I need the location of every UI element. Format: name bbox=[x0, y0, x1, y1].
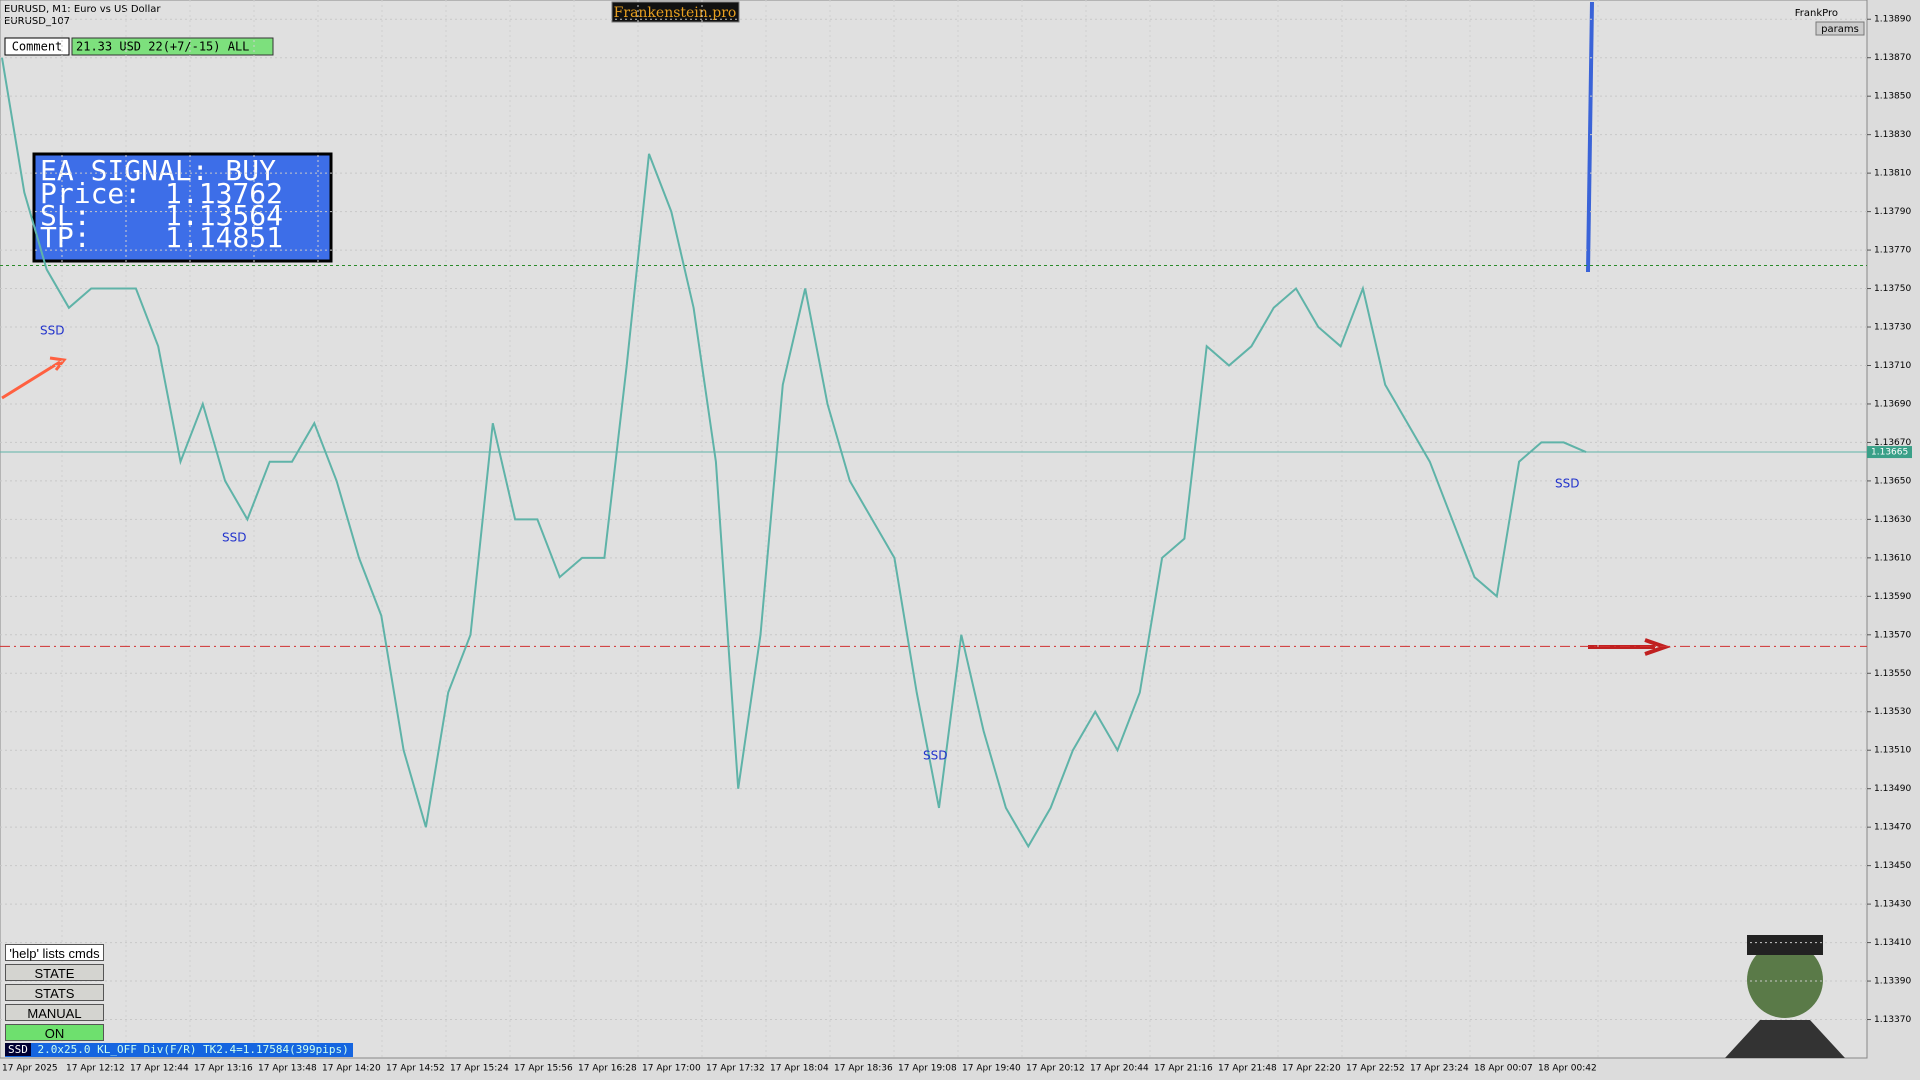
y-tick-label: 1.13790 bbox=[1874, 207, 1911, 217]
account: EURUSD_107 bbox=[4, 16, 70, 27]
comment-label-box bbox=[4, 37, 70, 56]
button[interactable]: MANUAL bbox=[5, 1004, 104, 1021]
ssd-label: SSD bbox=[1555, 477, 1579, 491]
y-tick-label: 1.13470 bbox=[1874, 823, 1911, 833]
symbol: EURUSD, M1: Euro vs US Dollar bbox=[4, 4, 161, 15]
y-tick-label: 1.13510 bbox=[1874, 746, 1911, 756]
y-tick-label: 1.13590 bbox=[1874, 592, 1911, 602]
x-tick-label: 17 Apr 22:20 bbox=[1282, 1064, 1341, 1074]
y-tick-label: 1.13450 bbox=[1874, 861, 1911, 871]
params-box[interactable] bbox=[1815, 21, 1865, 36]
y-tick-label: 1.13630 bbox=[1874, 515, 1911, 525]
x-tick-label: 17 Apr 21:48 bbox=[1218, 1064, 1277, 1074]
price-line bbox=[1, 57, 1587, 849]
logo-hair bbox=[1747, 935, 1823, 955]
comment-text: 21.33 USD 22(+7/-15) ALL bbox=[76, 40, 249, 54]
x-tick-label: 17 Apr 19:08 bbox=[898, 1064, 957, 1074]
y-tick-label: 1.13650 bbox=[1874, 476, 1911, 486]
y-tick-label: 1.13610 bbox=[1874, 553, 1911, 563]
signal-key: TP: bbox=[40, 221, 91, 254]
y-tick-label: 1.13490 bbox=[1874, 784, 1911, 794]
y-tick-label: 1.13670 bbox=[1874, 438, 1911, 448]
y-tick-label: 1.13830 bbox=[1874, 130, 1911, 140]
comment-box bbox=[71, 37, 274, 56]
x-tick-label: 17 Apr 14:20 bbox=[322, 1064, 381, 1074]
y-tick-label: 1.13570 bbox=[1874, 630, 1911, 640]
ssd-label: SSD bbox=[222, 531, 246, 545]
y-tick-label: 1.13530 bbox=[1874, 707, 1911, 717]
y-tick-label: 1.13390 bbox=[1874, 977, 1911, 987]
button[interactable]: STATE bbox=[5, 964, 104, 981]
ssd-label: SSD bbox=[923, 749, 947, 763]
button[interactable]: STATS bbox=[5, 984, 104, 1001]
current-price-box bbox=[1867, 446, 1912, 459]
x-tick-label: 17 Apr 17:32 bbox=[706, 1064, 765, 1074]
y-tick-label: 1.13750 bbox=[1874, 284, 1911, 294]
signal-value: 1.13762 bbox=[165, 177, 283, 210]
signal-box bbox=[32, 152, 333, 263]
x-tick-label: 17 Apr 23:24 bbox=[1410, 1064, 1469, 1074]
params[interactable]: params bbox=[1821, 24, 1859, 35]
x-tick-label: 17 Apr 12:12 bbox=[66, 1064, 125, 1074]
signal-key: Price: bbox=[40, 177, 141, 210]
x-tick-label: 17 Apr 13:48 bbox=[258, 1064, 317, 1074]
status-tag: SSD bbox=[5, 1043, 31, 1056]
x-tick-label: 18 Apr 00:07 bbox=[1474, 1064, 1533, 1074]
brand: Frankenstein.pro bbox=[614, 5, 737, 21]
entry-arrow bbox=[1, 356, 67, 400]
tp-line bbox=[1586, 1, 1594, 273]
signal-value: 1.13564 bbox=[165, 199, 283, 232]
sl-arrow bbox=[1588, 638, 1672, 656]
x-tick-label: 17 Apr 14:52 bbox=[386, 1064, 445, 1074]
y-tick-label: 1.13550 bbox=[1874, 669, 1911, 679]
x-tick-label: 17 Apr 19:40 bbox=[962, 1064, 1021, 1074]
x-tick-label: 17 Apr 20:44 bbox=[1090, 1064, 1149, 1074]
y-tick-label: 1.13890 bbox=[1874, 15, 1911, 25]
logo bbox=[1747, 942, 1823, 1018]
brand-box bbox=[611, 1, 740, 23]
ssd-label: SSD bbox=[40, 324, 64, 338]
y-tick-label: 1.13810 bbox=[1874, 169, 1911, 179]
x-tick-label: 17 Apr 15:24 bbox=[450, 1064, 509, 1074]
comment-label: Comment bbox=[12, 40, 63, 54]
x-tick-label: 17 Apr 20:12 bbox=[1026, 1064, 1085, 1074]
y-tick-label: 1.13690 bbox=[1874, 399, 1911, 409]
y-tick-label: 1.13850 bbox=[1874, 92, 1911, 102]
x-tick-label: 17 Apr 2025 bbox=[2, 1064, 58, 1074]
current-price-label: 1.13665 bbox=[1871, 448, 1908, 458]
x-tick-label: 17 Apr 18:04 bbox=[770, 1064, 829, 1074]
button[interactable]: ON bbox=[5, 1024, 104, 1041]
y-tick-label: 1.13730 bbox=[1874, 323, 1911, 333]
signal-value: 1.14851 bbox=[165, 221, 283, 254]
status-text: 2.0x25.0 KL_OFF Div(F/R) TK2.4=1.17584(3… bbox=[37, 1043, 349, 1056]
x-tick-label: 17 Apr 21:16 bbox=[1154, 1064, 1213, 1074]
signal-key: SL: bbox=[40, 199, 91, 232]
x-tick-label: 17 Apr 17:00 bbox=[642, 1064, 701, 1074]
y-tick-label: 1.13370 bbox=[1874, 1015, 1911, 1025]
user: FrankPro bbox=[1795, 8, 1838, 19]
status-bar: SSD 2.0x25.0 KL_OFF Div(F/R) TK2.4=1.175… bbox=[5, 1043, 353, 1057]
y-tick-label: 1.13870 bbox=[1874, 53, 1911, 63]
x-tick-label: 17 Apr 18:36 bbox=[834, 1064, 893, 1074]
x-tick-label: 18 Apr 00:42 bbox=[1538, 1064, 1597, 1074]
x-tick-label: 17 Apr 16:28 bbox=[578, 1064, 637, 1074]
button[interactable]: 'help' lists cmds bbox=[5, 944, 104, 961]
x-tick-label: 17 Apr 15:56 bbox=[514, 1064, 573, 1074]
y-tick-label: 1.13430 bbox=[1874, 900, 1911, 910]
y-tick-label: 1.13710 bbox=[1874, 361, 1911, 371]
x-tick-label: 17 Apr 13:16 bbox=[194, 1064, 253, 1074]
x-tick-label: 17 Apr 12:44 bbox=[130, 1064, 189, 1074]
x-tick-label: 17 Apr 22:52 bbox=[1346, 1064, 1405, 1074]
y-tick-label: 1.13410 bbox=[1874, 938, 1911, 948]
y-tick-label: 1.13770 bbox=[1874, 246, 1911, 256]
logo-body bbox=[1725, 1020, 1845, 1058]
signal-title: EA SIGNAL: BUY bbox=[40, 154, 276, 187]
